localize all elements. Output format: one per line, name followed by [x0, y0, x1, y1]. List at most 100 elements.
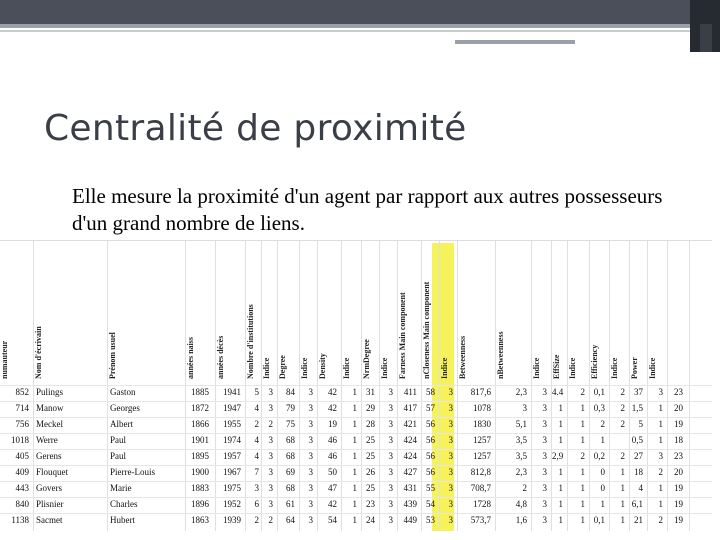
table-header-1: Nom d'écrivain — [34, 241, 50, 385]
table-header-15: Indice — [440, 241, 456, 385]
table-cell: 417 — [403, 403, 418, 413]
table-cell: 1 — [580, 483, 586, 493]
table-cell: 1 — [352, 435, 358, 445]
table-cell: 2 — [268, 515, 274, 525]
table-gridline — [185, 241, 186, 531]
table-header-label: Efficiency — [590, 344, 599, 379]
table-cell: 2 — [620, 419, 626, 429]
table-header-12: Indice — [380, 241, 396, 385]
table-cell: 1947 — [223, 403, 241, 413]
table-cell: Govers — [36, 483, 62, 493]
table-cell: Marie — [110, 483, 132, 493]
table-row-divider — [0, 385, 712, 386]
table-cell: 1 — [600, 435, 606, 445]
table-cell: 21 — [634, 515, 643, 525]
table-header-label: Farness Main component — [398, 292, 407, 379]
table-cell: 31 — [366, 387, 375, 397]
table-cell: 1872 — [191, 403, 209, 413]
table-cell: 2 — [620, 451, 626, 461]
table-cell: 3 — [268, 499, 274, 509]
table-cell: 3 — [448, 419, 454, 429]
table-cell: 4 — [254, 451, 260, 461]
table-cell: 0 — [600, 467, 606, 477]
highlight-column — [432, 243, 454, 531]
table-cell: 19 — [674, 515, 683, 525]
table-cell: 439 — [403, 499, 418, 509]
table-cell: 3 — [658, 387, 664, 397]
slide-corner-accent — [700, 24, 712, 52]
table-row: 405 Gerens Paul 1895 1957 4 3 68 3 46 1 25 3 424 56 3 12… — [0, 449, 712, 465]
table-cell: 1 — [558, 403, 564, 413]
table-cell: 421 — [403, 419, 418, 429]
table-cell: 405 — [15, 451, 30, 461]
table-cell: 840 — [15, 499, 30, 509]
table-header-7: Degree — [278, 241, 294, 385]
table-cell: 1952 — [223, 499, 241, 509]
table-cell: 29 — [366, 403, 375, 413]
table-cell: 1 — [658, 499, 664, 509]
table-gridline — [317, 241, 318, 531]
table-cell: 3 — [388, 467, 394, 477]
slide-top-rule — [0, 24, 700, 28]
table-cell: 1896 — [191, 499, 209, 509]
table-row-divider — [0, 513, 712, 514]
table-cell: 69 — [286, 467, 295, 477]
table-cell: 424 — [403, 451, 418, 461]
table-cell: 2 — [580, 451, 586, 461]
table-cell: 23 — [366, 499, 375, 509]
table-header-label: Density — [318, 353, 327, 379]
table-cell: 3 — [448, 499, 454, 509]
table-gridline — [589, 241, 590, 531]
table-cell: 1 — [658, 435, 664, 445]
table-cell: Gerens — [36, 451, 62, 461]
table-cell: 2 — [268, 419, 274, 429]
table-gridline — [421, 241, 422, 531]
table-header-3: années naiss — [186, 241, 202, 385]
table-header-label: Indice — [380, 357, 389, 379]
table-cell: Sacmet — [36, 515, 63, 525]
table-cell: Charles — [110, 499, 138, 509]
table-cell: 19 — [328, 419, 337, 429]
table-cell: 1 — [658, 403, 664, 413]
table-cell: 3 — [308, 435, 314, 445]
table-cell: 55 — [426, 483, 435, 493]
data-table-image: numauteur Nom d'écrivain Prénom usuel année… — [0, 240, 712, 531]
table-cell: 812,8 — [470, 467, 491, 477]
table-cell: 3 — [308, 403, 314, 413]
table-gridline — [495, 241, 496, 531]
table-cell: 25 — [366, 451, 375, 461]
table-cell: 3 — [388, 403, 394, 413]
table-cell: 2 — [658, 515, 664, 525]
table-cell: 64 — [286, 515, 295, 525]
table-header-label: numauteur — [0, 340, 9, 379]
table-header-2: Prénom usuel — [108, 241, 124, 385]
table-cell: 4 — [638, 483, 644, 493]
table-cell: 3 — [542, 435, 548, 445]
table-cell: 1078 — [473, 403, 491, 413]
table-header-label: Indice — [532, 357, 541, 379]
table-row-divider — [0, 449, 712, 450]
table-cell: 1895 — [191, 451, 209, 461]
table-cell: 3 — [308, 483, 314, 493]
table-cell: Albert — [110, 419, 133, 429]
table-cell: 1 — [558, 483, 564, 493]
table-cell: 37 — [634, 387, 643, 397]
table-cell: Flouquet — [36, 467, 69, 477]
table-header-label: Indice — [300, 357, 309, 379]
table-gridline — [667, 241, 668, 531]
table-cell: 1 — [352, 451, 358, 461]
table-cell: 2 — [620, 387, 626, 397]
table-cell: 27 — [634, 451, 643, 461]
table-row-divider — [0, 465, 712, 466]
table-cell: 19 — [674, 483, 683, 493]
table-cell: 1 — [352, 515, 358, 525]
table-cell: 25 — [366, 435, 375, 445]
table-header-0: numauteur — [0, 241, 16, 385]
table-cell: 47 — [328, 483, 337, 493]
table-cell: 3,5 — [515, 451, 527, 461]
table-cell: 1 — [352, 499, 358, 509]
table-cell: 1 — [558, 435, 564, 445]
slide-accent-bar — [455, 40, 575, 44]
table-cell: 2 — [600, 419, 606, 429]
table-header-18: Indice — [532, 241, 548, 385]
